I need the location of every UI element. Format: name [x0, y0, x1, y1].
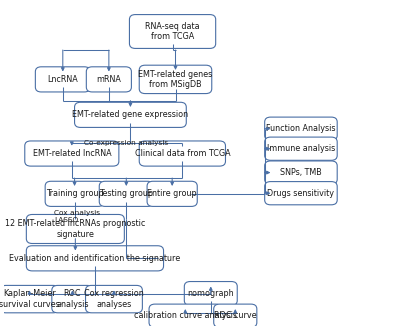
Text: Entire group: Entire group — [147, 190, 197, 198]
Text: Cox regression
analyses: Cox regression analyses — [84, 290, 144, 309]
FancyBboxPatch shape — [130, 14, 216, 48]
Text: Cox analysis
LASSO: Cox analysis LASSO — [54, 210, 100, 223]
FancyBboxPatch shape — [214, 304, 257, 327]
FancyBboxPatch shape — [86, 285, 142, 313]
FancyBboxPatch shape — [26, 215, 124, 243]
FancyBboxPatch shape — [35, 67, 90, 92]
Text: Drugs sensitivity: Drugs sensitivity — [268, 189, 334, 198]
Text: EMT-related gene expression: EMT-related gene expression — [72, 110, 188, 119]
Text: LncRNA: LncRNA — [48, 75, 78, 84]
Text: SNPs, TMB: SNPs, TMB — [280, 168, 322, 177]
FancyBboxPatch shape — [99, 181, 153, 206]
Text: Co-expression analysis: Co-expression analysis — [84, 140, 168, 146]
Text: Clinical data from TCGA: Clinical data from TCGA — [134, 149, 230, 158]
Text: mRNA: mRNA — [96, 75, 121, 84]
Text: Immune analysis: Immune analysis — [267, 144, 335, 153]
FancyBboxPatch shape — [0, 285, 59, 313]
Text: Training group: Training group — [46, 190, 103, 198]
FancyBboxPatch shape — [26, 246, 164, 271]
FancyBboxPatch shape — [25, 141, 119, 166]
Text: Testing group: Testing group — [99, 190, 153, 198]
FancyBboxPatch shape — [45, 181, 104, 206]
FancyBboxPatch shape — [139, 65, 212, 93]
FancyBboxPatch shape — [265, 182, 337, 205]
Text: RNA-seq data
from TCGA: RNA-seq data from TCGA — [145, 22, 200, 41]
FancyBboxPatch shape — [149, 304, 222, 327]
Text: ROC curve: ROC curve — [214, 311, 256, 320]
Text: ROC
analysis: ROC analysis — [56, 290, 89, 309]
FancyBboxPatch shape — [265, 137, 337, 160]
FancyBboxPatch shape — [265, 117, 337, 140]
FancyBboxPatch shape — [147, 181, 197, 206]
Text: EMT-related genes
from MSigDB: EMT-related genes from MSigDB — [138, 70, 213, 89]
FancyBboxPatch shape — [74, 102, 186, 127]
Text: 12 EMT-related lncRNAs prognostic
signature: 12 EMT-related lncRNAs prognostic signat… — [5, 219, 146, 239]
FancyBboxPatch shape — [139, 141, 226, 166]
FancyBboxPatch shape — [265, 161, 337, 184]
FancyBboxPatch shape — [184, 282, 237, 305]
FancyBboxPatch shape — [86, 67, 131, 92]
Text: Evaluation and identification the signature: Evaluation and identification the signat… — [9, 254, 180, 263]
Text: calibration curve analysis: calibration curve analysis — [134, 311, 237, 320]
Text: EMT-related lncRNA: EMT-related lncRNA — [32, 149, 111, 158]
FancyBboxPatch shape — [52, 285, 93, 313]
Text: Function Analysis: Function Analysis — [266, 124, 336, 133]
Text: nomograph: nomograph — [188, 289, 234, 298]
Text: Kaplan-Meier
survival curves: Kaplan-Meier survival curves — [0, 290, 60, 309]
